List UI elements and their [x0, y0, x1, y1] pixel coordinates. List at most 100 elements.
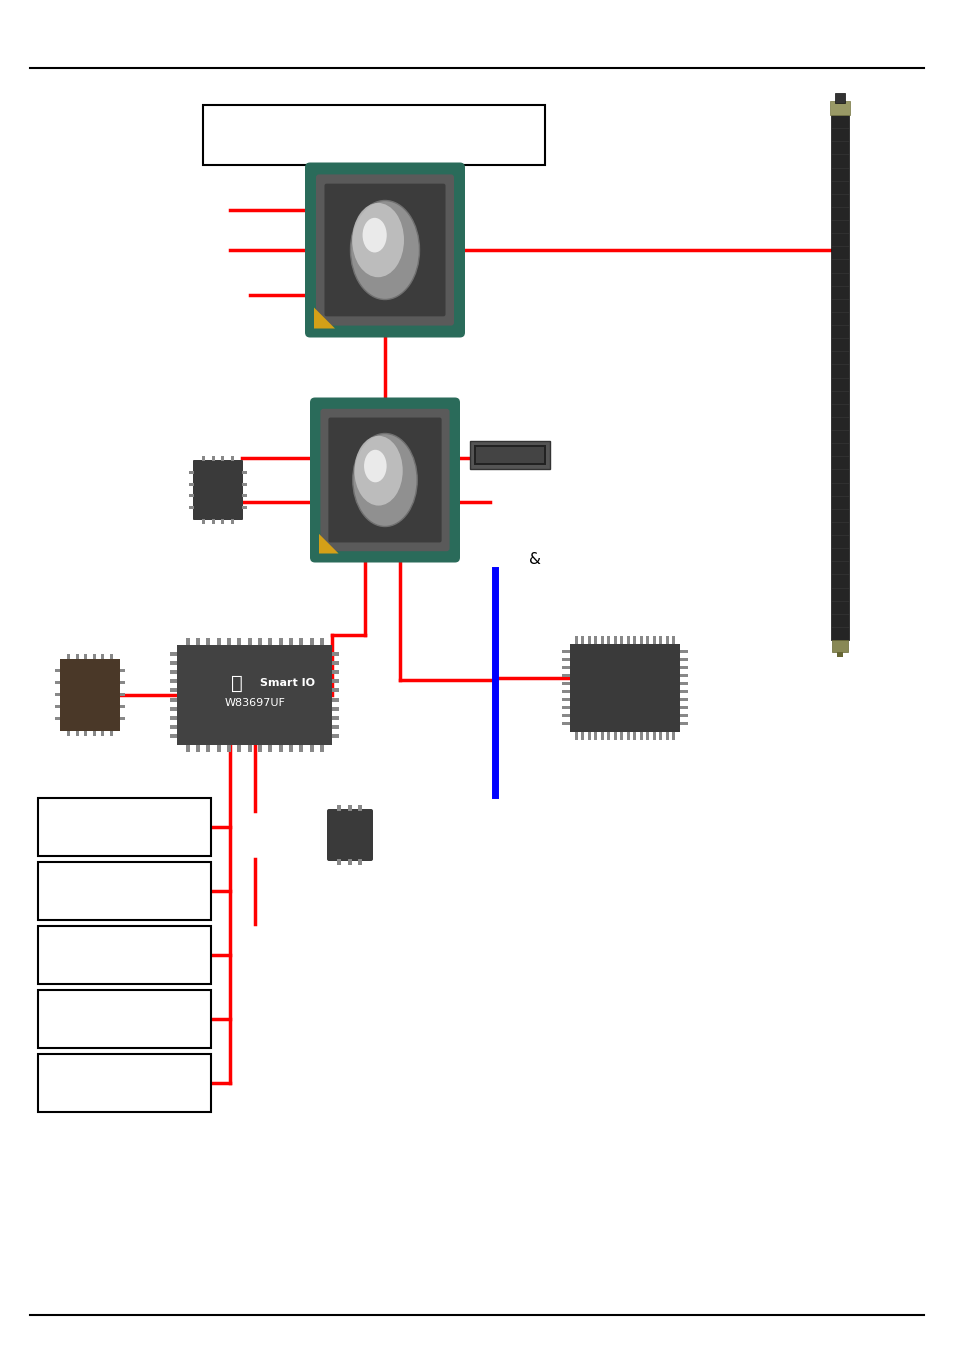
- Bar: [92, 731, 95, 735]
- Bar: [358, 804, 362, 811]
- Bar: [679, 658, 687, 661]
- Bar: [587, 635, 590, 644]
- Bar: [212, 519, 214, 525]
- Bar: [237, 745, 241, 752]
- Bar: [561, 658, 569, 661]
- Bar: [101, 731, 104, 735]
- Bar: [561, 650, 569, 653]
- Bar: [561, 691, 569, 694]
- Bar: [320, 638, 324, 645]
- Bar: [242, 495, 247, 498]
- Bar: [569, 644, 679, 731]
- Bar: [196, 638, 200, 645]
- Bar: [358, 859, 362, 865]
- Ellipse shape: [352, 203, 403, 277]
- Bar: [320, 745, 324, 752]
- Bar: [607, 635, 610, 644]
- FancyBboxPatch shape: [310, 397, 459, 562]
- Bar: [221, 519, 224, 525]
- Bar: [633, 731, 636, 740]
- Bar: [216, 638, 220, 645]
- Bar: [38, 990, 211, 1048]
- Bar: [333, 661, 339, 665]
- Bar: [561, 675, 569, 677]
- Bar: [594, 731, 597, 740]
- Bar: [830, 115, 848, 639]
- Bar: [831, 639, 847, 652]
- Bar: [67, 654, 70, 658]
- Bar: [248, 745, 252, 752]
- Bar: [186, 745, 190, 752]
- Bar: [613, 635, 617, 644]
- Bar: [278, 638, 282, 645]
- Bar: [221, 456, 224, 461]
- Bar: [333, 679, 339, 683]
- FancyBboxPatch shape: [315, 174, 454, 326]
- Bar: [333, 707, 339, 711]
- Bar: [171, 725, 177, 729]
- Bar: [171, 671, 177, 675]
- Bar: [189, 483, 193, 485]
- Bar: [268, 638, 273, 645]
- Bar: [580, 731, 584, 740]
- Bar: [227, 638, 231, 645]
- Bar: [665, 635, 668, 644]
- Ellipse shape: [350, 200, 419, 300]
- Bar: [659, 731, 661, 740]
- Bar: [60, 658, 120, 731]
- Bar: [202, 519, 205, 525]
- Bar: [186, 638, 190, 645]
- Bar: [92, 654, 95, 658]
- Bar: [84, 654, 87, 658]
- Bar: [120, 718, 125, 721]
- FancyBboxPatch shape: [193, 460, 243, 521]
- Bar: [171, 661, 177, 665]
- Bar: [84, 731, 87, 735]
- Bar: [310, 745, 314, 752]
- Bar: [679, 707, 687, 710]
- Bar: [75, 654, 78, 658]
- Bar: [171, 652, 177, 656]
- Bar: [258, 638, 262, 645]
- Bar: [101, 654, 104, 658]
- Bar: [348, 859, 352, 865]
- Bar: [337, 804, 341, 811]
- Polygon shape: [318, 534, 338, 553]
- FancyBboxPatch shape: [324, 184, 445, 316]
- Bar: [333, 725, 339, 729]
- Bar: [120, 681, 125, 684]
- Bar: [679, 691, 687, 694]
- Bar: [575, 731, 578, 740]
- Bar: [55, 706, 60, 708]
- Bar: [248, 638, 252, 645]
- Bar: [38, 863, 211, 919]
- Bar: [289, 638, 293, 645]
- Bar: [333, 671, 339, 675]
- Bar: [38, 798, 211, 856]
- Bar: [333, 652, 339, 656]
- Bar: [120, 694, 125, 696]
- Bar: [55, 681, 60, 684]
- Ellipse shape: [364, 450, 386, 483]
- Bar: [289, 745, 293, 752]
- Bar: [237, 638, 241, 645]
- Bar: [189, 506, 193, 508]
- Bar: [665, 731, 668, 740]
- Bar: [242, 506, 247, 508]
- Bar: [619, 635, 622, 644]
- Bar: [171, 679, 177, 683]
- Bar: [633, 635, 636, 644]
- Bar: [587, 731, 590, 740]
- Bar: [299, 745, 303, 752]
- Bar: [268, 745, 273, 752]
- FancyBboxPatch shape: [305, 162, 464, 338]
- Ellipse shape: [362, 218, 386, 253]
- Bar: [206, 745, 211, 752]
- Bar: [561, 667, 569, 669]
- Bar: [561, 714, 569, 718]
- Bar: [337, 859, 341, 865]
- Bar: [645, 635, 648, 644]
- Bar: [600, 731, 603, 740]
- Text: &: &: [529, 553, 540, 568]
- Bar: [196, 745, 200, 752]
